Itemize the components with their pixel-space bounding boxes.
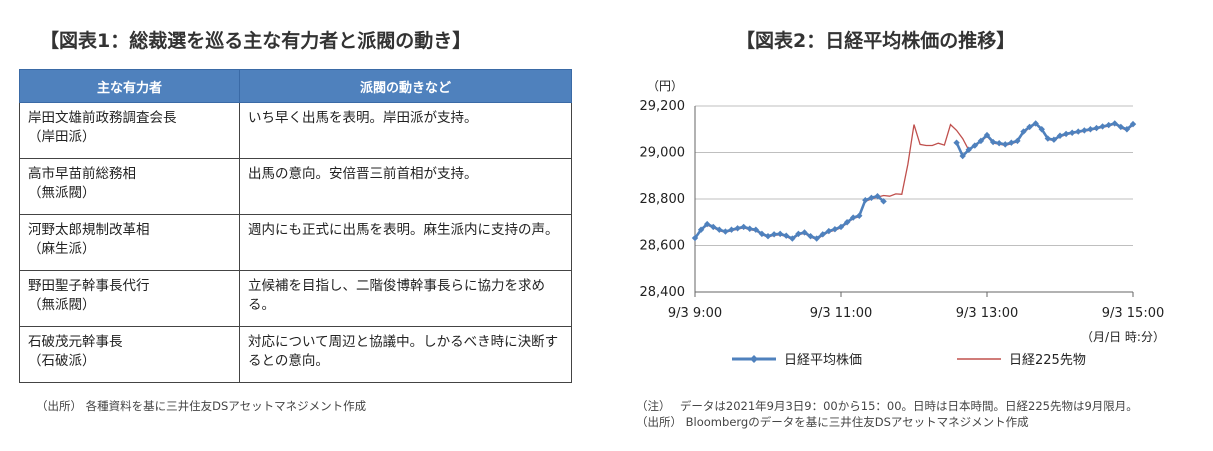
candidate-name: 岸田文雄前政務調査会長: [28, 110, 177, 126]
header-faction-moves: 派閥の動きなど: [239, 69, 572, 103]
factions-table: 主な有力者 派閥の動きなど 岸田文雄前政務調査会長 （岸田派） いち早く出馬を表…: [19, 69, 572, 383]
y-tick-label: 29,000: [640, 146, 686, 161]
data-point: [1087, 126, 1094, 133]
table-row: 河野太郎規制改革相 （麻生派） 週内にも正式に出馬を表明。麻生派内に支持の声。: [19, 214, 572, 271]
data-point: [837, 223, 845, 231]
data-point: [1081, 127, 1088, 134]
data-point: [1099, 123, 1106, 130]
x-tick-label: 9/3 9:00: [668, 306, 722, 321]
legend-label: 日経225先物: [1009, 353, 1086, 368]
series-line-0: [955, 121, 1134, 159]
data-point: [1020, 128, 1027, 135]
chart-gridlines: [694, 105, 1134, 297]
faction-move-cell: 立候補を目指し、二階俊博幹事長らに協力を求める。: [239, 270, 572, 327]
figure1-title: 【図表1：総裁選を巡る主な有力者と派閥の動き】: [40, 30, 472, 52]
candidate-faction: （石破派）: [28, 353, 96, 369]
data-point: [1068, 129, 1076, 136]
data-point: [1129, 120, 1137, 128]
candidate-name: 河野太郎規制改革相: [28, 222, 150, 238]
data-point: [691, 234, 699, 242]
faction-move-cell: 週内にも正式に出馬を表明。麻生派内に支持の声。: [239, 214, 572, 271]
x-axis-unit: （月/日 時:分）: [1081, 330, 1165, 344]
candidate-faction: （麻生派）: [28, 241, 96, 257]
data-point: [710, 223, 717, 231]
x-tick-label: 9/3 11:00: [810, 306, 873, 321]
y-axis-tick-labels: 28,400 28,600 28,800 29,000 29,200: [640, 99, 686, 300]
candidate-faction: （無派閥）: [28, 185, 96, 201]
figure2-title: 【図表2：日経平均株価の推移】: [736, 30, 1016, 52]
faction-move-cell: いち早く出馬を表明。岸田派が支持。: [239, 102, 572, 159]
legend-marker: [750, 355, 758, 363]
data-point: [746, 225, 753, 232]
candidate-cell: 野田聖子幹事長代行 （無派閥）: [19, 270, 240, 327]
data-point: [1105, 121, 1112, 129]
data-point: [995, 140, 1003, 147]
data-point: [1075, 128, 1082, 135]
candidate-cell: 高市早苗前総務相 （無派閥）: [19, 158, 240, 215]
data-point: [764, 233, 772, 240]
y-axis-unit: （円）: [647, 79, 683, 93]
x-tick-label: 9/3 13:00: [956, 306, 1019, 321]
y-tick-label: 28,600: [640, 239, 686, 254]
figure2-source: （出所） Bloombergのデータを基に三井住友DSアセットマネジメント作成: [636, 415, 1029, 429]
candidate-name: 高市早苗前総務相: [28, 166, 136, 182]
table-row: 野田聖子幹事長代行 （無派閥） 立候補を目指し、二階俊博幹事長らに協力を求める。: [19, 270, 572, 327]
data-point: [734, 225, 741, 232]
legend-label: 日経平均株価: [784, 353, 862, 368]
candidate-name: 野田聖子幹事長代行: [28, 278, 150, 294]
data-point: [983, 131, 991, 139]
table-row: 石破茂元幹事長 （石破派） 対応について周辺と協議中。しかるべき時に決断するとの…: [19, 326, 572, 383]
y-tick-label: 29,200: [640, 99, 686, 114]
data-point: [874, 193, 881, 200]
header-candidates: 主な有力者: [19, 69, 240, 103]
candidate-cell: 河野太郎規制改革相 （麻生派）: [19, 214, 240, 271]
data-point: [1093, 124, 1100, 132]
chart-series: [691, 120, 1137, 242]
candidate-cell: 岸田文雄前政務調査会長 （岸田派）: [19, 102, 240, 159]
y-tick-label: 28,800: [640, 192, 686, 207]
candidate-cell: 石破茂元幹事長 （石破派）: [19, 326, 240, 383]
data-point: [965, 146, 972, 153]
data-point: [801, 229, 808, 236]
x-axis-tick-labels: 9/3 9:00 9/3 11:00 9/3 13:00 9/3 15:00: [668, 306, 1164, 321]
data-point: [819, 231, 826, 238]
x-tick-label: 9/3 15:00: [1102, 306, 1165, 321]
table-row: 岸田文雄前政務調査会長 （岸田派） いち早く出馬を表明。岸田派が支持。: [19, 102, 572, 159]
data-point: [1111, 120, 1118, 127]
data-point: [1002, 141, 1009, 148]
table-header-row: 主な有力者 派閥の動きなど: [19, 69, 572, 103]
data-point: [783, 232, 790, 239]
data-point: [722, 228, 729, 235]
candidate-faction: （無派閥）: [28, 297, 96, 313]
candidate-faction: （岸田派）: [28, 129, 96, 145]
data-point: [856, 212, 863, 219]
figure2-note: （注） データは2021年9月3日9：00から15：00。日時は日本時間。日経2…: [636, 399, 1138, 413]
table-row: 高市早苗前総務相 （無派閥） 出馬の意向。安倍晋三前首相が支持。: [19, 158, 572, 215]
faction-move-cell: 対応について周辺と協議中。しかるべき時に決断するとの意向。: [239, 326, 572, 383]
series-line-1: [694, 123, 1134, 241]
data-point: [728, 226, 735, 233]
data-point: [1038, 126, 1045, 133]
data-point: [1056, 132, 1064, 139]
chart-legend: 日経平均株価 日経225先物: [732, 353, 1086, 368]
figure1-source: （出所） 各種資料を基に三井住友DSアセットマネジメント作成: [36, 399, 367, 413]
y-tick-label: 28,400: [640, 285, 686, 300]
candidate-name: 石破茂元幹事長: [28, 334, 123, 350]
faction-move-cell: 出馬の意向。安倍晋三前首相が支持。: [239, 158, 572, 215]
